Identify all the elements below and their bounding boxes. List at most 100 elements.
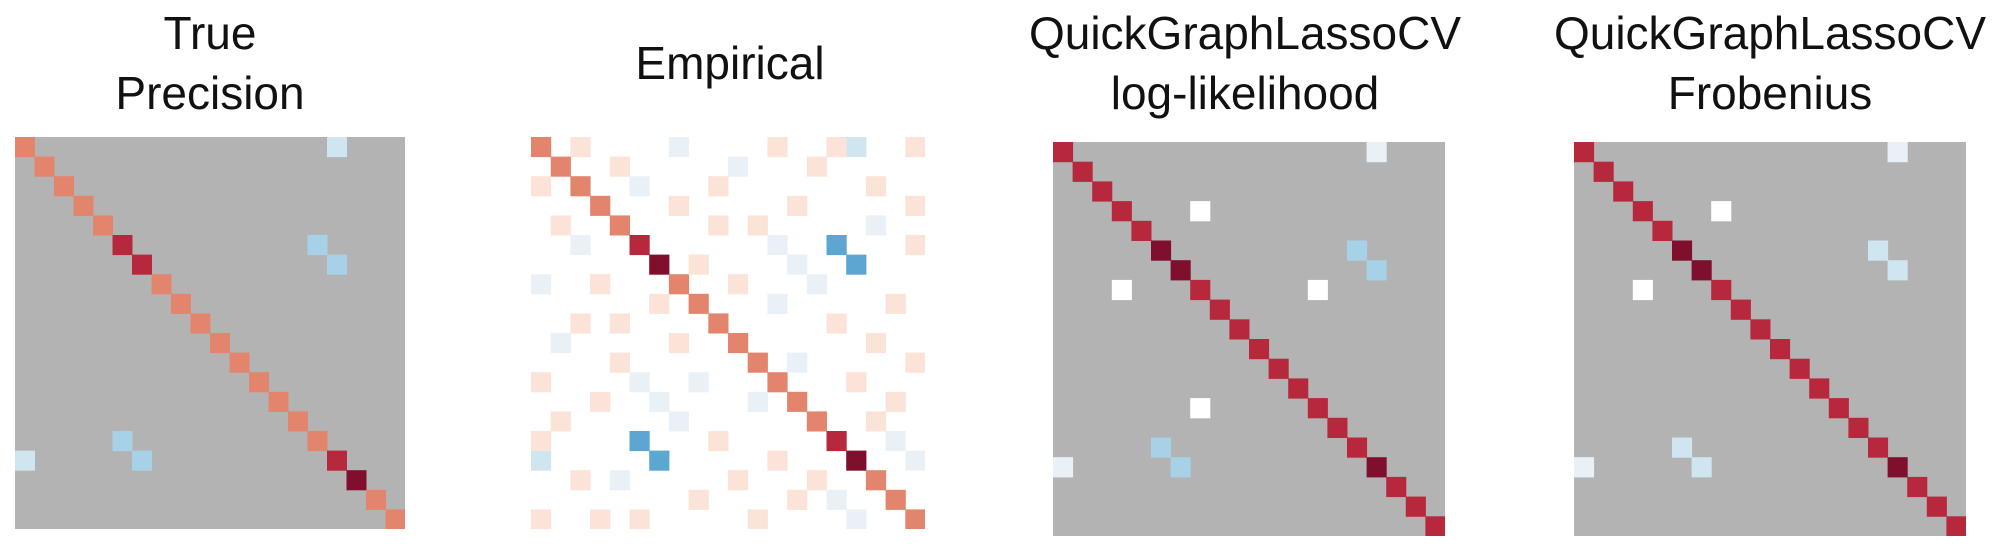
heatmap-cell [1072,161,1093,182]
heatmap-cell [1730,299,1751,320]
heatmap-true-precision [15,137,405,529]
heatmap-cell [346,470,367,491]
heatmap-cell [806,411,827,432]
heatmap-cell [1151,240,1172,261]
heatmap-cell [609,215,630,236]
heatmap-cell [1190,279,1211,301]
heatmap-cell [54,176,74,197]
heatmap-cell [1926,496,1947,517]
panel-title: Empirical [510,33,950,93]
heatmap-cell [1092,181,1113,202]
heatmap-cell [905,235,925,256]
heatmap-cell [846,450,867,471]
heatmap-cell [668,195,690,216]
title-line-2: Precision [115,67,305,119]
heatmap-cell [1366,142,1387,163]
heatmap-cell [93,215,113,236]
heatmap-cell [865,411,887,432]
heatmap-cell [1386,476,1407,498]
heatmap-cell [1907,476,1928,498]
heatmap-cell [1347,240,1368,261]
heatmap-cell [229,352,250,373]
heatmap-cell [767,293,788,314]
heatmap-cell [190,313,211,334]
heatmap-cell [1190,398,1211,419]
heatmap-cell [268,391,289,412]
heatmap-cell [307,235,328,256]
heatmap-cell [767,235,788,256]
heatmap-cell [1887,142,1908,163]
heatmap-cell [1632,201,1653,222]
heatmap-cell [767,372,788,393]
heatmap-cell [531,450,552,471]
heatmap-cell [668,274,690,295]
heatmap-cell [590,391,611,412]
heatmap-cell [865,333,887,354]
heatmap-cell [1366,457,1387,478]
heatmap-cell [1789,358,1810,379]
heatmap-cell [846,509,867,529]
heatmap-cell [865,470,887,491]
heatmap-cell [531,274,552,295]
heatmap-cell [151,274,172,295]
heatmap-cell [905,137,925,158]
heatmap-cell [905,509,925,529]
heatmap-cell [826,431,847,452]
heatmap-cell [327,137,347,158]
heatmap-cell [629,372,650,393]
heatmap-cell [747,391,768,412]
heatmap-cell [826,235,847,256]
heatmap-cell [1946,516,1966,536]
heatmap-cell [728,333,749,354]
heatmap-cell [629,509,650,529]
heatmap-cell [15,450,35,471]
heatmap-cell [1652,220,1673,241]
heatmap-cell [767,450,788,471]
heatmap-cell [865,176,887,197]
heatmap-cell [1229,319,1250,340]
heatmap-cell [688,372,709,393]
heatmap-cell [668,333,690,354]
heatmap-cell [327,450,347,471]
heatmap-cell [385,509,405,529]
heatmap-cell [366,489,386,510]
heatmap-cell [327,254,347,275]
heatmap-cell [1574,457,1595,478]
heatmap-cell [570,137,591,158]
heatmap-cell [708,313,729,334]
heatmap-cell [1848,417,1869,438]
heatmap-cell [1249,339,1270,360]
heatmap-cell [112,235,133,256]
heatmap-cell [1828,398,1849,419]
panel-title: QuickGraphLassoCV log-likelihood [1005,3,1485,123]
heatmap-cell [1574,142,1595,163]
heatmap-cell [649,293,670,314]
heatmap-cell [1691,457,1712,478]
heatmap-cell [609,352,630,373]
heatmap-cell [531,509,552,529]
heatmap-cell [288,411,308,432]
heatmap-cell [885,431,906,452]
heatmap-cell [846,372,867,393]
heatmap-cell [728,274,749,295]
heatmap-cell [688,254,709,275]
heatmap-cell [210,333,230,354]
heatmap-cell [1613,181,1634,202]
heatmap-cell [885,293,906,314]
heatmap-cell [1111,201,1132,222]
heatmap-cell [787,391,808,412]
heatmap-cell [550,215,571,236]
heatmap-cell [570,235,591,256]
heatmap-cell [15,137,35,158]
heatmap-cell [570,176,591,197]
heatmap-cell [590,274,611,295]
heatmap-cell [1770,339,1791,360]
heatmap-cell [1887,457,1908,478]
heatmap-cell [826,313,847,334]
heatmap-cell [1750,319,1771,340]
heatmap-cell [1809,378,1830,399]
heatmap-cell [767,137,788,158]
heatmap-cell [708,215,729,236]
heatmap-cell [885,489,906,510]
heatmap-cell [590,509,611,529]
